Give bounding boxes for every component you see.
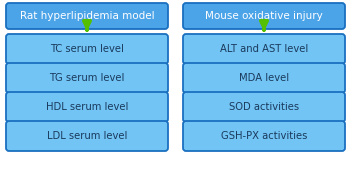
FancyBboxPatch shape bbox=[6, 92, 168, 122]
FancyBboxPatch shape bbox=[6, 63, 168, 93]
FancyBboxPatch shape bbox=[6, 34, 168, 64]
FancyBboxPatch shape bbox=[183, 34, 345, 64]
Text: TG serum level: TG serum level bbox=[49, 73, 125, 83]
FancyBboxPatch shape bbox=[6, 121, 168, 151]
FancyBboxPatch shape bbox=[183, 3, 345, 29]
FancyBboxPatch shape bbox=[183, 92, 345, 122]
Text: MDA level: MDA level bbox=[239, 73, 289, 83]
Text: Mouse oxidative injury: Mouse oxidative injury bbox=[205, 11, 323, 21]
Text: GSH-PX activities: GSH-PX activities bbox=[221, 131, 307, 141]
Text: TC serum level: TC serum level bbox=[50, 44, 124, 54]
FancyBboxPatch shape bbox=[183, 121, 345, 151]
Text: Rat hyperlipidemia model: Rat hyperlipidemia model bbox=[20, 11, 154, 21]
FancyBboxPatch shape bbox=[6, 3, 168, 29]
Text: HDL serum level: HDL serum level bbox=[46, 102, 128, 112]
Text: SOD activities: SOD activities bbox=[229, 102, 299, 112]
Text: LDL serum level: LDL serum level bbox=[47, 131, 127, 141]
FancyBboxPatch shape bbox=[183, 63, 345, 93]
Text: ALT and AST level: ALT and AST level bbox=[220, 44, 308, 54]
